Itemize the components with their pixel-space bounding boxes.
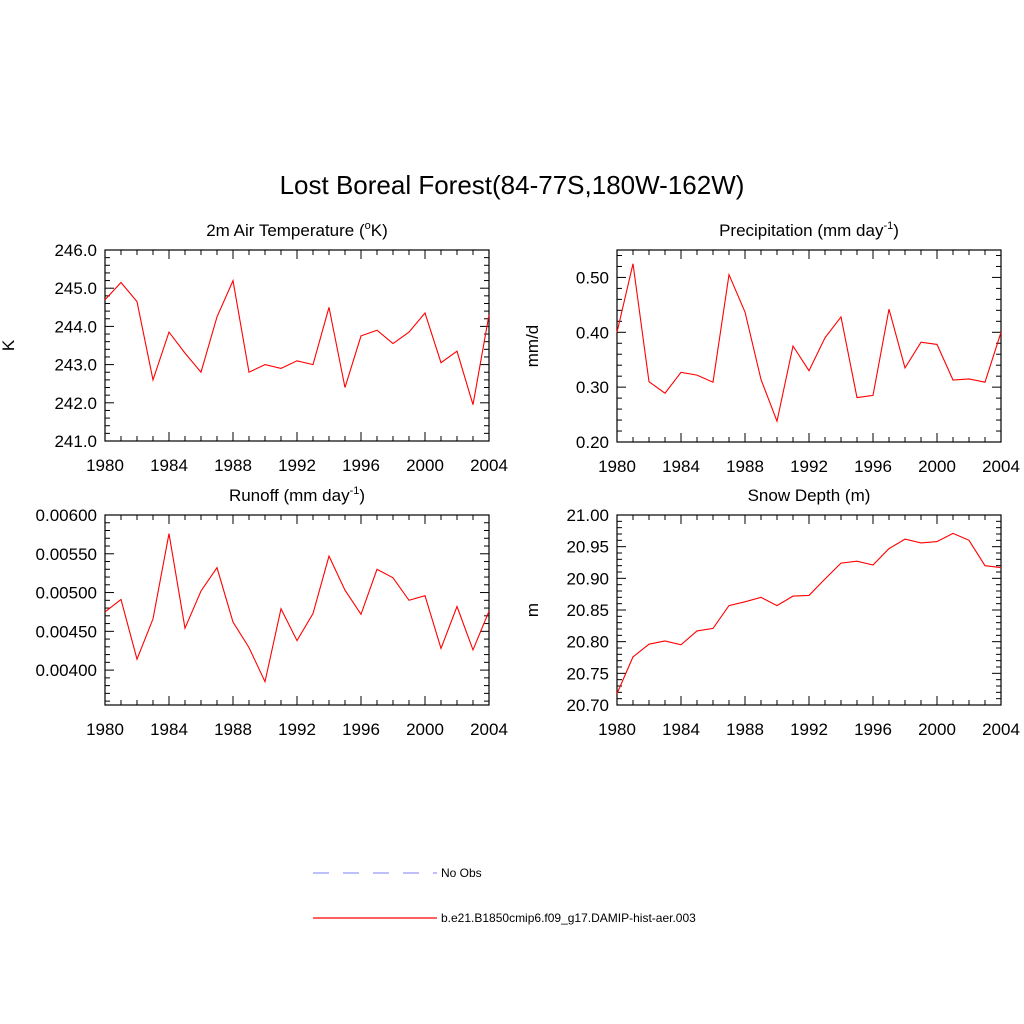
y-tick-label: 20.90 xyxy=(566,569,609,588)
panel-1: 1980 1984 1988 1992 1996 2000 2004 241.0 242.0 24… xyxy=(0,220,508,475)
y-tick-label: 0.00500 xyxy=(36,584,97,603)
x-tick-label: 2000 xyxy=(918,720,956,739)
panel-3: 1980 1984 1988 1992 1996 2000 2004 0.00400 0.004… xyxy=(36,485,508,739)
y-tick-label: 20.85 xyxy=(566,601,609,620)
x-tick-label: 1988 xyxy=(726,457,764,476)
x-tick-label: 1996 xyxy=(854,457,892,476)
y-tick-label: 20.75 xyxy=(566,664,609,683)
x-tick-label: 2000 xyxy=(406,456,444,475)
y-tick-label: 21.00 xyxy=(566,506,609,525)
y-tick-label: 244.0 xyxy=(54,317,97,336)
y-tick-label: 243.0 xyxy=(54,356,97,375)
plot-frame xyxy=(104,514,490,706)
y-tick-label: 245.0 xyxy=(54,279,97,298)
y-tick-label: 242.0 xyxy=(54,394,97,413)
x-tick-label: 1984 xyxy=(150,720,188,739)
x-tick-label: 1988 xyxy=(726,720,764,739)
panel-4: 1980 1984 1988 1992 1996 2000 2004 20.70 20.75 20… xyxy=(523,486,1020,739)
x-tick-label: 1980 xyxy=(598,457,636,476)
y-tick-label: 246.0 xyxy=(54,241,97,260)
x-tick-label: 1980 xyxy=(598,720,636,739)
plot-frame xyxy=(616,249,1002,443)
plot-frame xyxy=(104,249,490,442)
y-tick-label: 0.20 xyxy=(576,433,609,452)
y-tick-label: 0.30 xyxy=(576,378,609,397)
x-tick-label: 1988 xyxy=(214,720,252,739)
y-tick-label: 20.70 xyxy=(566,696,609,715)
y-tick-label: 0.40 xyxy=(576,323,609,342)
y-tick-label: 0.00550 xyxy=(36,545,97,564)
y-tick-label: 241.0 xyxy=(54,432,97,451)
x-tick-label: 2004 xyxy=(470,456,508,475)
plot-frame xyxy=(616,514,1002,706)
panel-2: 1980 1984 1988 1992 1996 2000 2004 0.20 0.30 0.40… xyxy=(523,220,1020,476)
x-tick-label: 1996 xyxy=(342,720,380,739)
y-tick-label: 0.00600 xyxy=(36,506,97,525)
x-tick-label: 2004 xyxy=(982,720,1020,739)
legend-model-label: b.e21.B1850cmip6.f09_g17.DAMIP-hist-aer.… xyxy=(441,911,696,925)
x-tick-label: 2004 xyxy=(982,457,1020,476)
x-tick-label: 1992 xyxy=(278,720,316,739)
model-series-line xyxy=(104,278,490,405)
x-tick-label: 1984 xyxy=(150,456,188,475)
y-axis-label: K xyxy=(0,339,18,351)
panel-title: Snow Depth (m) xyxy=(748,486,871,505)
model-series-line xyxy=(616,532,1002,694)
legend-obs-label: No Obs xyxy=(441,866,482,880)
legend: No Obs b.e21.B1850cmip6.f09_g17.DAMIP-his… xyxy=(313,866,696,925)
x-tick-label: 1984 xyxy=(662,457,700,476)
y-tick-label: 0.00400 xyxy=(36,661,97,680)
x-tick-label: 1996 xyxy=(854,720,892,739)
x-tick-label: 1984 xyxy=(662,720,700,739)
y-tick-label: 0.50 xyxy=(576,268,609,287)
model-series-line xyxy=(616,263,1002,424)
model-series-line xyxy=(104,533,490,684)
x-tick-label: 1996 xyxy=(342,456,380,475)
x-tick-label: 1980 xyxy=(86,720,124,739)
x-tick-label: 1992 xyxy=(790,720,828,739)
y-axis-label: m xyxy=(523,603,542,617)
x-tick-label: 1988 xyxy=(214,456,252,475)
panel-title: Runoff (mm day-1) xyxy=(229,485,365,505)
x-tick-label: 2004 xyxy=(470,720,508,739)
panel-title: 2m Air Temperature (oK) xyxy=(206,220,388,240)
x-tick-label: 2000 xyxy=(918,457,956,476)
y-axis-label: mm/d xyxy=(523,325,542,368)
y-tick-label: 20.95 xyxy=(566,538,609,557)
panel-title: Precipitation (mm day-1) xyxy=(719,220,899,240)
x-tick-label: 1992 xyxy=(790,457,828,476)
main-title: Lost Boreal Forest(84-77S,180W-162W) xyxy=(279,170,745,200)
x-tick-label: 1992 xyxy=(278,456,316,475)
y-tick-label: 20.80 xyxy=(566,633,609,652)
y-tick-label: 0.00450 xyxy=(36,622,97,641)
x-tick-label: 2000 xyxy=(406,720,444,739)
x-tick-label: 1980 xyxy=(86,456,124,475)
